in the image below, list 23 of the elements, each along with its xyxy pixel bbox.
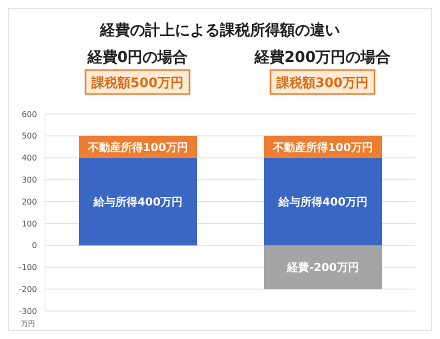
bar [264, 158, 382, 246]
chart-title: 経費の計上による課税所得額の違い [98, 20, 341, 40]
data-label: 不動産所得100万円 [272, 140, 373, 154]
y-tick-label: -200 [18, 284, 37, 294]
y-tick-label: 0 [32, 241, 37, 250]
y-tick-label: 100 [22, 219, 37, 228]
bar [264, 245, 382, 290]
text: 課税額300万円 [275, 75, 369, 91]
data-label: 経費-200万円 [286, 261, 359, 274]
y-tick-label: 500 [22, 132, 37, 141]
y-tick-label: 300 [22, 176, 37, 185]
data-label: 不動産所得100万円 [87, 140, 188, 154]
data-label: 給与所得400万円 [278, 196, 368, 209]
data-label: 給与所得400万円 [92, 196, 182, 209]
x-tick-label: 経費200万円の場合 [253, 48, 391, 66]
x-tick-label: 経費0円の場合 [86, 48, 188, 66]
y-tick-label: 200 [22, 197, 37, 206]
y-tick-label: 400 [22, 154, 37, 163]
y-tick-label: -100 [18, 263, 37, 272]
bar [79, 158, 197, 246]
y-tick-label: -300 [18, 306, 37, 316]
y-tick-label: 600 [22, 110, 37, 119]
text: 課税額500万円 [90, 75, 184, 91]
